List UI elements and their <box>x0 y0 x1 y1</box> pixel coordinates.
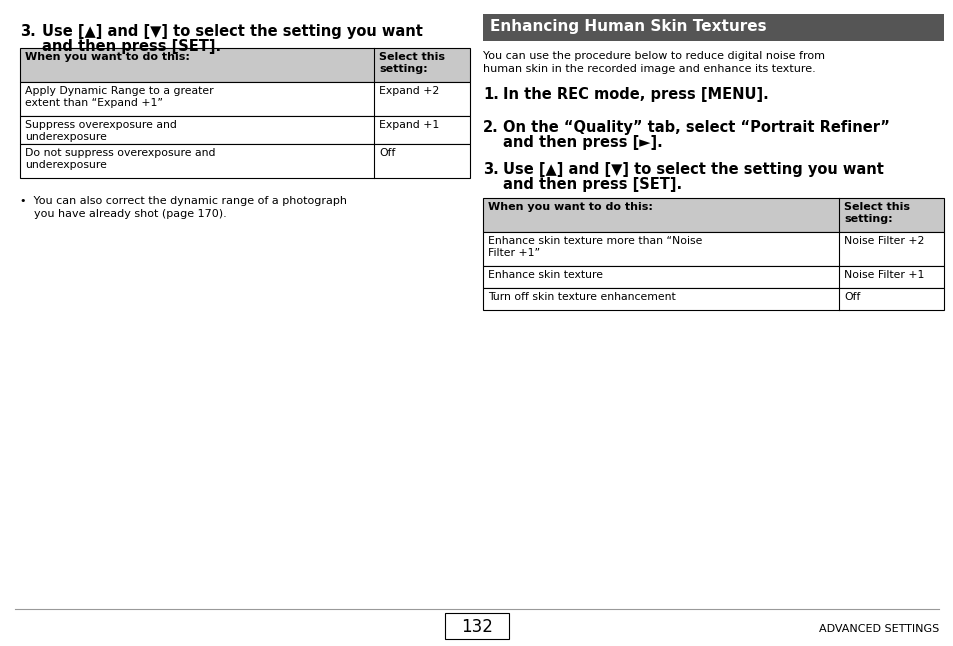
Bar <box>482 288 943 310</box>
Bar <box>482 198 943 232</box>
Bar <box>444 613 509 639</box>
Text: Enhance skin texture more than “Noise
Filter +1”: Enhance skin texture more than “Noise Fi… <box>488 236 701 258</box>
Text: 1.: 1. <box>482 87 498 102</box>
Text: ADVANCED SETTINGS: ADVANCED SETTINGS <box>818 624 938 634</box>
Text: Select this
setting:: Select this setting: <box>843 202 909 224</box>
Bar <box>20 116 470 144</box>
Text: Enhancing Human Skin Textures: Enhancing Human Skin Textures <box>490 19 766 34</box>
Text: Select this
setting:: Select this setting: <box>378 52 444 74</box>
Text: You can use the procedure below to reduce digital noise from: You can use the procedure below to reduc… <box>482 51 824 61</box>
Text: Noise Filter +2: Noise Filter +2 <box>843 236 923 246</box>
Text: In the REC mode, press [MENU].: In the REC mode, press [MENU]. <box>502 87 768 102</box>
Bar <box>20 48 470 82</box>
Text: 132: 132 <box>460 618 493 636</box>
Text: Enhance skin texture: Enhance skin texture <box>488 270 602 280</box>
Text: and then press [SET].: and then press [SET]. <box>42 39 221 54</box>
Text: Apply Dynamic Range to a greater
extent than “Expand +1”: Apply Dynamic Range to a greater extent … <box>25 86 213 109</box>
Text: Do not suppress overexposure and
underexposure: Do not suppress overexposure and underex… <box>25 148 215 171</box>
Text: Off: Off <box>843 292 860 302</box>
Text: Off: Off <box>378 148 395 158</box>
Bar <box>482 232 943 266</box>
Bar <box>482 266 943 288</box>
Text: 3.: 3. <box>20 24 35 39</box>
Text: On the “Quality” tab, select “Portrait Refiner”: On the “Quality” tab, select “Portrait R… <box>502 120 889 135</box>
Bar <box>20 144 470 178</box>
Text: and then press [►].: and then press [►]. <box>502 135 662 150</box>
Text: •  You can also correct the dynamic range of a photograph: • You can also correct the dynamic range… <box>20 196 347 206</box>
Text: When you want to do this:: When you want to do this: <box>488 202 652 212</box>
Text: Expand +1: Expand +1 <box>378 120 438 130</box>
Text: 3.: 3. <box>482 162 498 177</box>
Text: Noise Filter +1: Noise Filter +1 <box>843 270 923 280</box>
Text: human skin in the recorded image and enhance its texture.: human skin in the recorded image and enh… <box>482 64 815 74</box>
Text: Suppress overexposure and
underexposure: Suppress overexposure and underexposure <box>25 120 176 142</box>
Text: Use [▲] and [▼] to select the setting you want: Use [▲] and [▼] to select the setting yo… <box>502 162 882 177</box>
Text: Use [▲] and [▼] to select the setting you want: Use [▲] and [▼] to select the setting yo… <box>42 24 422 39</box>
Text: Turn off skin texture enhancement: Turn off skin texture enhancement <box>488 292 675 302</box>
Bar <box>482 14 943 41</box>
Bar <box>20 82 470 116</box>
Text: and then press [SET].: and then press [SET]. <box>502 177 681 192</box>
Text: Expand +2: Expand +2 <box>378 86 438 96</box>
Text: you have already shot (page 170).: you have already shot (page 170). <box>20 209 227 219</box>
Text: 2.: 2. <box>482 120 498 135</box>
Text: When you want to do this:: When you want to do this: <box>25 52 190 62</box>
